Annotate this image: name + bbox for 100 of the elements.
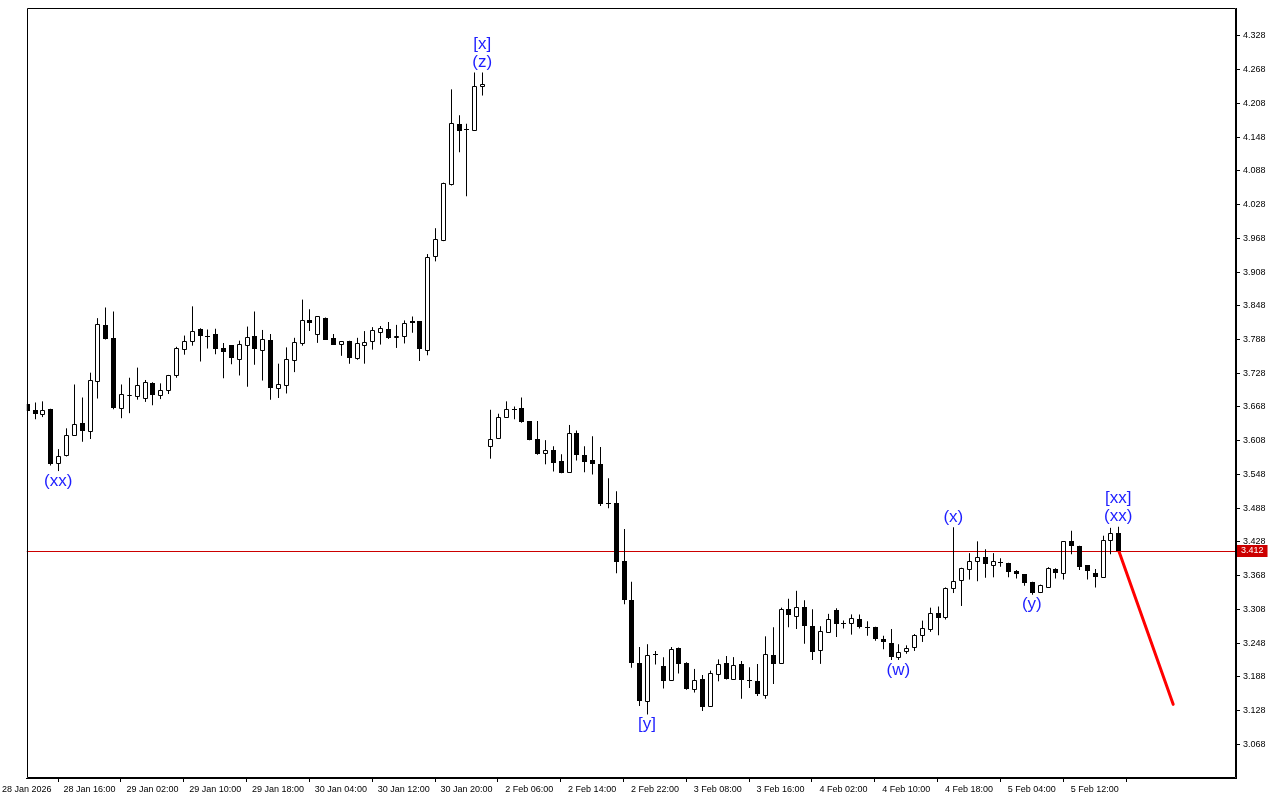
candlestick (158, 382, 163, 400)
x-tick-label: 29 Jan 18:00 (252, 783, 305, 794)
candlestick (881, 635, 886, 650)
candlestick (692, 668, 697, 694)
candlestick (213, 328, 218, 355)
candlestick (629, 581, 634, 668)
candlestick (590, 436, 595, 475)
candlestick (276, 363, 281, 399)
candlestick (857, 614, 862, 629)
candlestick (826, 613, 831, 633)
y-tick-label: 3.248 (1243, 637, 1266, 648)
y-tick-label: 4.208 (1243, 97, 1266, 108)
candlestick (190, 305, 195, 347)
candlestick (904, 644, 909, 655)
candlestick (394, 324, 399, 349)
candlestick (739, 661, 744, 699)
candlestick (1006, 562, 1011, 578)
candlestick (535, 421, 540, 455)
candlestick (708, 670, 713, 708)
candlestick (410, 316, 415, 333)
candlestick (323, 317, 328, 341)
y-tick-label: 4.328 (1243, 30, 1266, 41)
candlestick (464, 123, 469, 197)
candlestick (417, 320, 422, 361)
candlestick (496, 413, 501, 440)
candlestick (676, 647, 681, 674)
candlestick (794, 590, 799, 630)
candlestick (834, 608, 839, 637)
candlestick (307, 309, 312, 332)
candlestick (315, 315, 320, 344)
candlestick (889, 629, 894, 660)
candlestick (1085, 564, 1090, 580)
candlestick (143, 379, 148, 403)
y-tick-label: 3.788 (1243, 334, 1266, 344)
annotation: [y] (638, 714, 657, 734)
x-tick-label: 29 Jan 02:00 (126, 783, 179, 794)
candlestick (653, 650, 658, 665)
candlestick (119, 383, 124, 419)
candlestick (488, 409, 493, 460)
candlestick (245, 326, 250, 388)
candlestick (260, 329, 265, 382)
candlestick (370, 326, 375, 351)
candlestick (135, 367, 140, 401)
candlestick (1030, 581, 1035, 595)
x-tick-label: 2 Feb 06:00 (505, 783, 554, 794)
candlestick (1116, 526, 1121, 551)
candlestick (912, 633, 917, 652)
candlestick (622, 528, 627, 605)
x-tick-label: 2 Feb 22:00 (630, 783, 679, 794)
y-tick-label: 3.968 (1243, 232, 1266, 243)
candlestick (1022, 573, 1027, 586)
candlestick (64, 427, 69, 457)
candlestick (1014, 570, 1019, 579)
candlestick (786, 598, 791, 628)
candlestick (150, 382, 155, 406)
y-tick-label: 4.028 (1243, 199, 1266, 210)
candlestick (72, 383, 77, 436)
candlestick (252, 311, 257, 365)
candlestick (449, 88, 454, 186)
annotation: (z) (472, 52, 493, 72)
candlestick (166, 374, 171, 395)
candlestick (519, 397, 524, 423)
candlestick (347, 340, 352, 364)
candlestick (198, 328, 203, 362)
candlestick (284, 346, 289, 394)
y-tick-label: 3.668 (1243, 401, 1266, 412)
candlestick (865, 621, 870, 636)
y-tick-label: 4.148 (1243, 131, 1266, 142)
x-tick-label: 28 Jan 16:00 (63, 783, 116, 794)
annotation: (xx) (1104, 506, 1133, 526)
candlestick (292, 337, 297, 373)
candlestick (95, 317, 100, 400)
candlestick (1053, 568, 1058, 579)
candlestick (724, 656, 729, 680)
candlestick (402, 319, 407, 344)
y-tick-label: 3.728 (1243, 367, 1266, 378)
candlestick (1061, 540, 1066, 581)
y-tick-label: 3.188 (1243, 671, 1266, 682)
x-tick-label: 28 Jan 2026 (2, 783, 52, 794)
candlestick (959, 567, 964, 607)
candlestick (669, 646, 674, 682)
candlestick (1108, 527, 1113, 555)
candlestick (237, 340, 242, 376)
x-tick-label: 5 Feb 12:00 (1070, 783, 1119, 794)
candlestick (221, 342, 226, 379)
candlestick (779, 607, 784, 665)
ref-line-label: 3.412 (1241, 545, 1264, 556)
candlestick (1077, 545, 1082, 570)
candlestick (56, 448, 61, 472)
y-tick-label: 3.608 (1243, 435, 1266, 446)
candlestick (802, 600, 807, 644)
candlestick (1038, 584, 1043, 594)
candlestick (362, 330, 367, 365)
candlestick (88, 372, 93, 440)
candlestick (331, 333, 336, 345)
candlestick (111, 311, 116, 410)
candlestick (896, 643, 901, 661)
candlestick (700, 675, 705, 712)
candlestick (205, 329, 210, 349)
candlestick (33, 402, 38, 420)
